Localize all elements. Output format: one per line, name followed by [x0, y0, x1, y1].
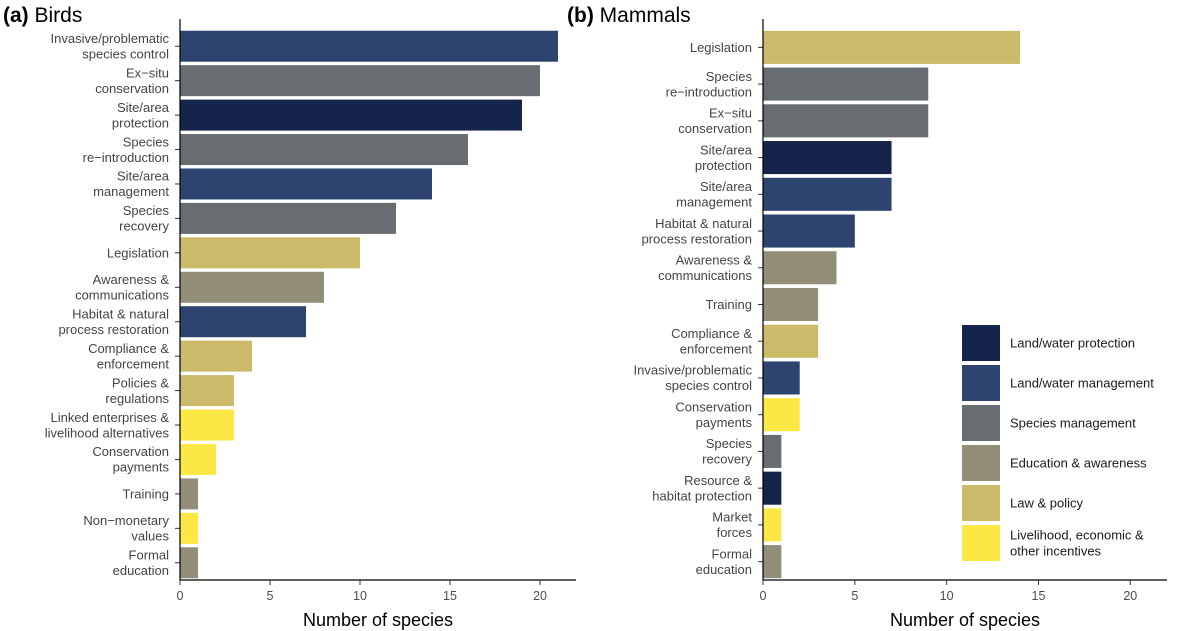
x-tick-label: 0 [760, 589, 767, 603]
x-tick-label: 20 [533, 589, 547, 603]
legend-swatch [962, 485, 1000, 521]
bar [180, 134, 468, 166]
bar [180, 168, 432, 200]
category-label: Invasive/problematic species control [634, 363, 753, 394]
bar [180, 30, 558, 62]
category-label: Compliance & enforcement [88, 341, 169, 372]
category-label: Species re−introduction [83, 134, 170, 165]
category-label: Conservation payments [675, 399, 752, 430]
panel-name: Birds [29, 4, 83, 27]
legend-label: Livelihood, economic & other incentives [1010, 528, 1144, 559]
bar [763, 398, 800, 432]
bar [180, 65, 540, 97]
legend-swatch [962, 405, 1000, 441]
category-label: Site/area management [676, 179, 753, 210]
x-tick-label: 5 [267, 589, 274, 603]
category-label: Site/area management [93, 169, 170, 200]
category-label: Market forces [712, 510, 752, 541]
category-label: Site/area protection [112, 100, 170, 131]
legend: Land/water protection Land/water manageme… [962, 325, 1154, 561]
bar [763, 104, 929, 138]
bar [180, 512, 198, 544]
category-label: Conservation payments [92, 444, 169, 475]
bar [763, 30, 1021, 64]
bar [180, 547, 198, 579]
legend-swatch [962, 445, 1000, 481]
legend-swatch [962, 365, 1000, 401]
category-label: Resource & habitat protection [652, 473, 752, 504]
x-tick-label: 10 [353, 589, 367, 603]
legend-label: Education & awareness [1010, 456, 1147, 471]
category-label: Compliance & enforcement [671, 326, 752, 357]
bar [180, 237, 360, 269]
panel-mammals: (b) Mammals Legislation Species re−introduc… [567, 4, 1167, 630]
bar [763, 545, 782, 579]
category-label: Invasive/problematic species control [51, 31, 170, 62]
bar [180, 375, 234, 407]
panel-title: (b) Mammals [567, 4, 691, 27]
category-label: Non−monetary values [83, 513, 169, 544]
legend-label: Land/water protection [1010, 336, 1135, 351]
category-label: Legislation [690, 40, 752, 55]
bar [763, 214, 855, 248]
category-label: Awareness & communications [75, 272, 169, 303]
bar [180, 99, 522, 131]
category-label: Ex−situ conservation [95, 65, 169, 96]
category-label: Habitat & natural process restoration [58, 306, 169, 337]
bar [180, 271, 324, 303]
category-label: Species recovery [119, 203, 169, 234]
category-label: Training [123, 486, 169, 501]
category-label: Species recovery [702, 436, 752, 467]
bar [180, 202, 396, 234]
legend-label: Species management [1010, 416, 1136, 431]
category-label: Site/area protection [695, 142, 753, 173]
x-tick-label: 5 [851, 589, 858, 603]
category-label: Formal education [696, 546, 752, 577]
panel-letter: (a) [3, 4, 29, 27]
x-tick-label: 15 [443, 589, 457, 603]
bar [180, 306, 306, 338]
panel-letter: (b) [567, 4, 594, 27]
bar [763, 508, 782, 542]
category-label: Policies & regulations [105, 375, 169, 406]
x-axis-title: Number of species [890, 610, 1040, 630]
legend-swatch [962, 525, 1000, 561]
bar [763, 177, 892, 211]
bar [763, 67, 929, 101]
category-label: Legislation [107, 245, 169, 260]
legend-label: Land/water management [1010, 376, 1154, 391]
x-axis-title: Number of species [303, 610, 453, 630]
category-label: Linked enterprises & livelihood alternati… [45, 410, 170, 441]
x-tick-label: 0 [177, 589, 184, 603]
bar [763, 361, 800, 395]
category-label: Awareness & communications [658, 253, 752, 284]
bar [763, 471, 782, 505]
bar [763, 434, 782, 468]
bar [763, 324, 819, 358]
bar [763, 141, 892, 175]
bar [180, 478, 198, 510]
category-label: Ex−situ conservation [678, 106, 752, 137]
panel-name: Mammals [594, 4, 691, 27]
bar [763, 287, 819, 322]
legend-swatch [962, 325, 1000, 361]
x-tick-label: 10 [940, 589, 954, 603]
panel-birds: (a) Birds Invasive/problematic species con… [3, 4, 576, 630]
category-label: Habitat & natural process restoration [641, 216, 752, 247]
panel-title: (a) Birds [3, 4, 82, 27]
bar [180, 443, 216, 475]
legend-label: Law & policy [1010, 496, 1083, 511]
x-tick-label: 20 [1123, 589, 1137, 603]
bar [180, 409, 234, 441]
x-tick-label: 15 [1032, 589, 1046, 603]
category-label: Formal education [113, 548, 169, 579]
bar [763, 251, 837, 285]
category-label: Species re−introduction [666, 69, 753, 100]
category-label: Training [706, 297, 752, 312]
bar [180, 340, 252, 372]
